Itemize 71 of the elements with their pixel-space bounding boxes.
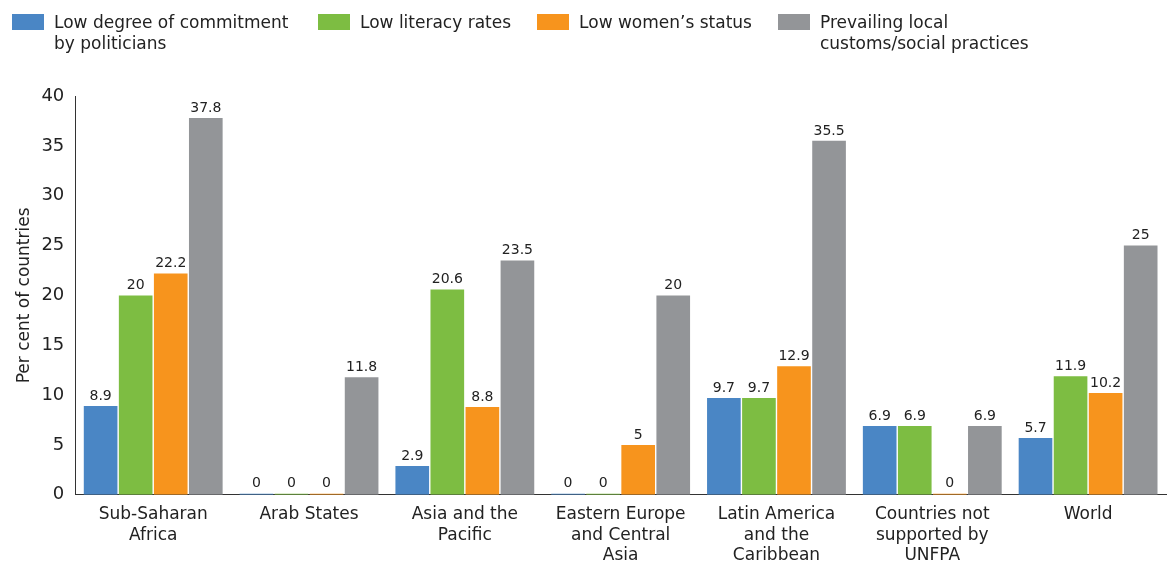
legend-label: Low degree of commitment by politicians: [54, 12, 290, 54]
data-label: 2.9: [401, 446, 424, 463]
data-label: 0: [563, 474, 573, 491]
bar: [742, 398, 776, 495]
x-tick-label: Countries not supported by UNFPA: [874, 503, 990, 565]
data-label: 0: [322, 474, 332, 491]
data-label: 8.8: [471, 387, 494, 404]
bar: [465, 407, 500, 495]
y-tick-label: 20: [41, 283, 65, 305]
bar: [344, 377, 379, 495]
bar: [153, 273, 188, 495]
bar: [500, 260, 535, 495]
bar: [188, 117, 223, 495]
data-label: 8.9: [89, 386, 112, 403]
bar: [1053, 376, 1088, 495]
y-axis-title: Per cent of countries: [12, 207, 33, 384]
bar: [1018, 437, 1053, 495]
data-label: 35.5: [813, 121, 845, 138]
data-label: 6.9: [903, 406, 926, 423]
y-tick-label: 0: [52, 482, 65, 504]
data-label: 9.7: [747, 378, 771, 395]
data-label: 23.5: [501, 241, 534, 258]
legend-label: Low literacy rates: [360, 12, 512, 33]
y-tick-label: 25: [41, 233, 65, 255]
data-label: 11.9: [1054, 356, 1087, 373]
bar: [430, 289, 465, 495]
bar: [862, 426, 897, 495]
bar: [83, 406, 118, 495]
bar: [656, 295, 691, 495]
data-label: 6.9: [868, 406, 891, 423]
bar: [968, 426, 1002, 495]
legend-label: Prevailing local customs/social practices: [819, 12, 1030, 54]
data-label: 22.2: [155, 254, 187, 271]
bar: [777, 366, 811, 495]
data-label: 20.6: [431, 270, 463, 287]
bar: [118, 295, 153, 495]
y-tick-label: 10: [41, 382, 65, 404]
data-label: 6.9: [973, 406, 996, 423]
data-label: 5: [633, 425, 643, 442]
bar: [812, 140, 846, 495]
bar: [707, 398, 741, 495]
legend-label: Low women’s status: [579, 12, 752, 33]
data-label: 9.7: [712, 378, 736, 395]
data-label: 0: [598, 474, 608, 491]
x-tick-label: Latin America and the Caribbean: [717, 503, 836, 565]
data-label: 0: [287, 474, 296, 491]
x-tick-label: Sub-Saharan Africa: [98, 503, 208, 544]
y-tick-label: 15: [41, 332, 65, 354]
y-tick-label: 35: [41, 133, 65, 155]
x-tick-label: Arab States: [259, 503, 359, 524]
data-label: 0: [251, 474, 261, 491]
y-tick-label: 5: [52, 432, 65, 454]
bar: [897, 426, 932, 495]
y-tick-label: 30: [41, 183, 65, 205]
data-label: 20: [126, 276, 145, 293]
data-label: 5.7: [1024, 418, 1047, 435]
x-tick-label: Asia and the Pacific: [411, 503, 518, 544]
x-tick-label: Eastern Europe and Central Asia: [555, 503, 686, 565]
data-label: 20: [664, 276, 683, 293]
data-label: 25: [1131, 226, 1150, 243]
bar: [395, 465, 430, 495]
data-label: 0: [945, 474, 955, 491]
data-label: 11.8: [346, 357, 378, 374]
data-label: 37.8: [190, 98, 222, 115]
bar: [1088, 393, 1123, 495]
data-label: 10.2: [1090, 373, 1122, 390]
y-tick-label: 40: [41, 83, 65, 105]
data-label: 12.9: [778, 346, 810, 363]
bar: [1123, 245, 1158, 495]
bar: [621, 444, 656, 495]
x-tick-label: World: [1063, 503, 1113, 524]
